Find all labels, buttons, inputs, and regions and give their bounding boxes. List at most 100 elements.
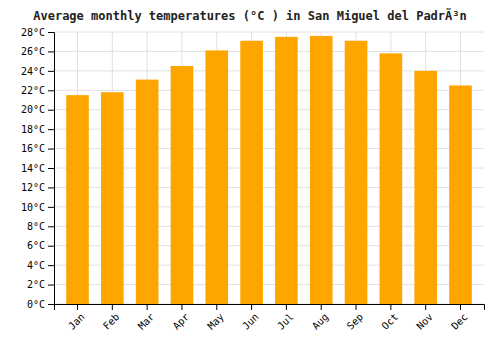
- tick: 26°C: [21, 46, 54, 57]
- tick: 12°C: [21, 182, 54, 193]
- tick: Jan: [66, 304, 87, 332]
- bar: [414, 71, 437, 304]
- tick-label: 4°C: [27, 260, 45, 271]
- tick: Mar: [136, 304, 157, 332]
- tick-label: Oct: [380, 311, 401, 332]
- tick-label: Dec: [449, 311, 470, 332]
- tick-label: 12°C: [21, 182, 45, 193]
- tick-label: 16°C: [21, 143, 45, 154]
- tick-label: 0°C: [27, 299, 45, 310]
- tick: Jun: [240, 304, 261, 332]
- tick-mark: [48, 110, 54, 111]
- tick-label: 28°C: [21, 27, 45, 38]
- tick-mark: [48, 129, 54, 130]
- tick-label: Aug: [310, 311, 331, 332]
- tick-label: 2°C: [27, 279, 45, 290]
- tick: 22°C: [21, 85, 54, 96]
- tick-mark: [460, 304, 461, 310]
- bar: [136, 80, 159, 304]
- tick: 16°C: [21, 143, 54, 154]
- bar: [205, 50, 228, 304]
- tick-mark: [390, 304, 391, 310]
- tick-label: 20°C: [21, 104, 45, 115]
- tick-mark: [77, 304, 78, 310]
- grid-line-y: [54, 51, 484, 52]
- tick-mark: [48, 32, 54, 33]
- tick: 10°C: [21, 202, 54, 213]
- tick-mark: [48, 51, 54, 52]
- tick: Aug: [310, 304, 331, 332]
- tick-mark: [251, 304, 252, 310]
- tick-label: 24°C: [21, 66, 45, 77]
- tick-mark: [286, 304, 287, 310]
- tick-label: Jan: [66, 311, 87, 332]
- plot-area: 0°C 2°C 4°C 6°C 8°C 10°C 12°C 14°C 16°C 18°C 20°C 2…: [21, 27, 485, 332]
- tick: 18°C: [21, 124, 54, 135]
- tick: 14°C: [21, 163, 54, 174]
- bar: [310, 36, 333, 304]
- tick: 6°C: [27, 240, 54, 251]
- bar: [275, 37, 298, 304]
- tick: 20°C: [21, 104, 54, 115]
- tick-label: Apr: [171, 311, 192, 332]
- tick-label: 14°C: [21, 163, 45, 174]
- tick-mark: [425, 304, 426, 310]
- tick-label: Jul: [275, 311, 296, 332]
- tick-mark: [181, 304, 182, 310]
- tick-mark: [112, 304, 113, 310]
- tick-label: 22°C: [21, 85, 45, 96]
- grid: [54, 32, 484, 304]
- bar: [449, 85, 472, 304]
- tick-mark: [48, 246, 54, 247]
- grid-line-y: [54, 32, 484, 33]
- tick-mark: [48, 265, 54, 266]
- tick-label: Mar: [136, 311, 157, 332]
- tick: 28°C: [21, 27, 54, 38]
- tick-label: Sep: [345, 311, 366, 332]
- tick-mark: [48, 90, 54, 91]
- tick-label: Feb: [101, 311, 122, 332]
- tick-mark: [48, 168, 54, 169]
- tick-label: May: [205, 311, 226, 332]
- tick-mark: [216, 304, 217, 310]
- tick-mark: [48, 285, 54, 286]
- tick-mark: [48, 71, 54, 72]
- tick: Feb: [101, 304, 122, 332]
- y-axis: 0°C 2°C 4°C 6°C 8°C 10°C 12°C 14°C 16°C 18°C 20°C 2…: [21, 27, 55, 310]
- tick-label: Nov: [414, 311, 435, 332]
- bar: [345, 41, 368, 304]
- tick: Dec: [449, 304, 470, 332]
- tick-label: Jun: [240, 311, 261, 332]
- tick-label: 26°C: [21, 46, 45, 57]
- tick-mark: [48, 226, 54, 227]
- tick-label: 8°C: [27, 221, 45, 232]
- tick-mark: [48, 304, 54, 305]
- bar: [66, 95, 89, 304]
- axis-line: [48, 33, 55, 305]
- tick: Sep: [345, 304, 366, 332]
- tick-mark: [356, 304, 357, 310]
- tick: Oct: [380, 304, 401, 332]
- bars: [66, 36, 472, 304]
- tick: May: [205, 304, 226, 332]
- tick-label: 18°C: [21, 124, 45, 135]
- tick: 2°C: [27, 279, 54, 290]
- tick: 24°C: [21, 66, 54, 77]
- tick-label: 6°C: [27, 240, 45, 251]
- tick-mark: [48, 207, 54, 208]
- tick-mark: [147, 304, 148, 310]
- tick: Apr: [171, 304, 192, 332]
- tick: 8°C: [27, 221, 54, 232]
- tick: Nov: [414, 304, 435, 332]
- bar: [380, 53, 403, 304]
- tick: 0°C: [27, 299, 54, 310]
- tick-mark: [321, 304, 322, 310]
- x-axis: Jan Feb Mar Apr May Jun Jul Aug Sep Oct Nov Dec: [55, 304, 485, 332]
- axis-line: [55, 305, 485, 311]
- tick-label: 10°C: [21, 202, 45, 213]
- tick-mark: [48, 187, 54, 188]
- title: Average monthly temperatures (°C ) in Sa…: [33, 8, 466, 23]
- chart: 0°C 2°C 4°C 6°C 8°C 10°C 12°C 14°C 16°C 18°C 20°C 2…: [0, 0, 500, 350]
- tick-mark: [48, 149, 54, 150]
- bar: [101, 92, 124, 304]
